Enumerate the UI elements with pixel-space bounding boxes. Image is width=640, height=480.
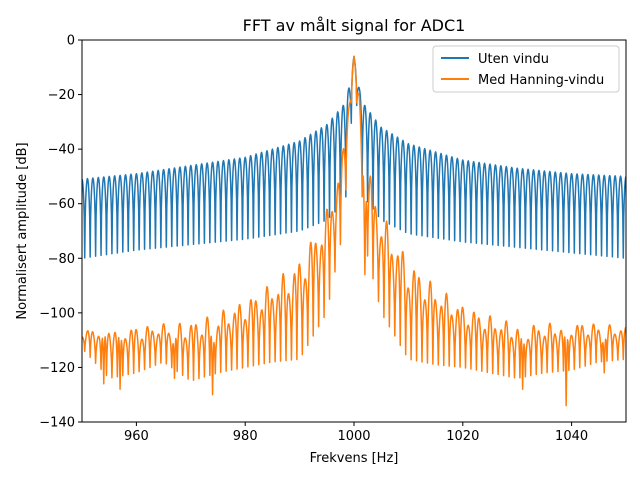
legend-box — [432, 45, 620, 93]
series-layer — [82, 55, 626, 407]
x-axis-label: Frekvens [Hz] — [310, 451, 399, 466]
y-tick-label: −20 — [48, 88, 75, 103]
x-tick-label: 960 — [124, 429, 149, 444]
x-tick-label: 1020 — [446, 429, 479, 444]
legend-label-uten-vindu: Uten vindu — [478, 52, 549, 67]
y-axis: 0 −20 −40 −60 −80 −100 −120 −140 — [39, 34, 82, 431]
x-tick-label: 980 — [233, 429, 258, 444]
y-tick-label: −40 — [48, 143, 75, 158]
y-tick-label: −120 — [39, 361, 75, 376]
y-axis-label: Normalisert amplitude [dB] — [15, 142, 30, 319]
y-tick-label: −60 — [48, 197, 75, 212]
x-tick-label: 1000 — [337, 429, 370, 444]
y-tick-label: −80 — [48, 252, 75, 267]
legend-label-med-hanning: Med Hanning-vindu — [478, 73, 604, 88]
chart-title: FFT av målt signal for ADC1 — [243, 16, 466, 35]
y-tick-label: 0 — [67, 34, 75, 49]
legend: Uten vindu Med Hanning-vindu — [432, 45, 620, 93]
x-axis: 960 980 1000 1020 1040 — [124, 422, 588, 444]
series-line-med-hanning-vindu — [82, 55, 626, 407]
y-tick-label: −140 — [39, 416, 75, 431]
y-tick-label: −100 — [39, 306, 75, 321]
x-tick-label: 1040 — [555, 429, 588, 444]
